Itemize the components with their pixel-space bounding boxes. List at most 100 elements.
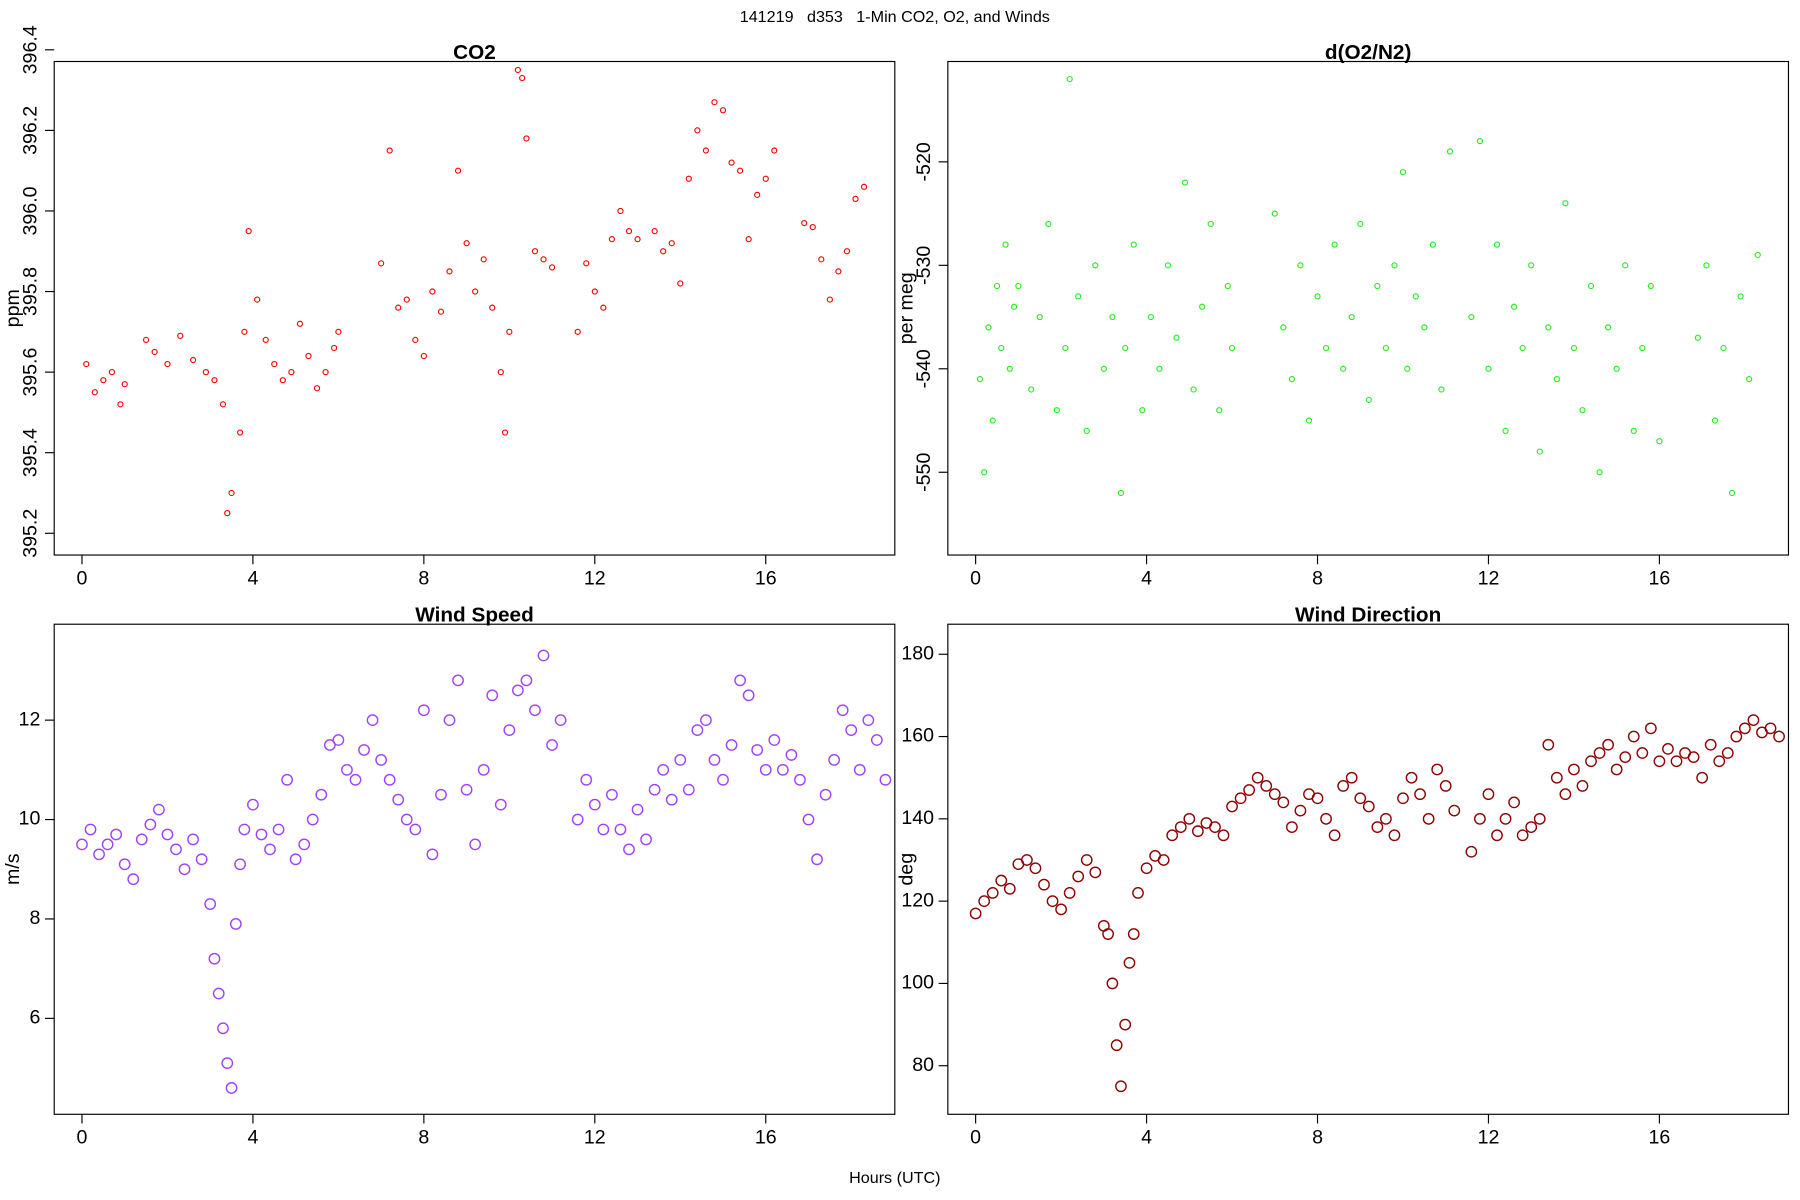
- point: [229, 918, 242, 930]
- point: [1002, 241, 1009, 248]
- point: [1132, 887, 1144, 899]
- point: [969, 907, 982, 920]
- point: [358, 744, 370, 756]
- point: [264, 843, 276, 856]
- point: [1106, 977, 1119, 990]
- point: [443, 714, 456, 727]
- y-tick-label: 395.4: [19, 428, 41, 477]
- point: [420, 352, 427, 360]
- point: [1380, 812, 1392, 825]
- point: [1314, 293, 1321, 300]
- point: [83, 360, 90, 368]
- point: [614, 823, 627, 836]
- point: [1593, 747, 1606, 759]
- x-tick-label: 4: [247, 567, 258, 589]
- point: [1491, 829, 1503, 842]
- y-axis-label: m/s: [2, 853, 24, 885]
- point: [271, 360, 278, 368]
- x-tick-label: 8: [418, 1127, 429, 1149]
- point: [170, 843, 182, 856]
- point: [668, 240, 675, 247]
- point: [1559, 788, 1572, 801]
- point: [1260, 780, 1273, 792]
- point: [818, 256, 825, 263]
- y-tick-label: 140: [901, 807, 934, 829]
- point: [91, 389, 98, 396]
- point: [392, 793, 405, 806]
- point: [178, 863, 191, 876]
- point: [315, 788, 328, 801]
- point: [1421, 324, 1428, 331]
- point: [580, 773, 593, 786]
- point: [1063, 887, 1076, 899]
- point: [1115, 1080, 1127, 1093]
- point: [1029, 862, 1042, 875]
- point: [1357, 220, 1364, 228]
- point: [1670, 755, 1683, 768]
- point: [469, 838, 482, 851]
- point: [1550, 771, 1563, 784]
- point: [1476, 138, 1484, 145]
- point: [1613, 365, 1620, 372]
- point: [306, 813, 319, 826]
- x-tick-label: 8: [1312, 567, 1323, 589]
- point: [1328, 829, 1341, 842]
- point: [548, 264, 556, 271]
- point: [395, 304, 402, 311]
- point: [76, 838, 88, 851]
- point: [375, 754, 388, 766]
- point: [531, 248, 539, 255]
- point: [221, 1057, 234, 1069]
- point: [1036, 313, 1043, 321]
- point: [1055, 903, 1067, 916]
- y-axis-label: deg: [896, 853, 918, 886]
- point: [1730, 730, 1743, 743]
- x-tick-label: 16: [755, 1127, 777, 1149]
- point: [144, 818, 157, 831]
- point: [1568, 763, 1580, 776]
- point: [383, 773, 396, 786]
- point: [1562, 200, 1569, 207]
- y-tick-label: 396.4: [19, 25, 41, 74]
- y-axis-label: ppm: [2, 289, 24, 327]
- point: [195, 853, 208, 866]
- point: [617, 207, 624, 215]
- point: [1474, 812, 1486, 825]
- point: [597, 823, 610, 836]
- y-tick-label: -550: [913, 453, 935, 492]
- point: [501, 429, 509, 436]
- point: [708, 754, 721, 766]
- point: [1228, 344, 1236, 352]
- point: [1627, 730, 1640, 743]
- point: [236, 429, 244, 436]
- point: [1345, 771, 1358, 784]
- panel-title: Wind Speed: [415, 604, 534, 627]
- point: [1288, 376, 1295, 383]
- point: [591, 288, 598, 295]
- point: [1465, 845, 1478, 858]
- point: [1687, 751, 1700, 764]
- point: [494, 798, 507, 811]
- point: [1605, 324, 1612, 331]
- point: [511, 684, 524, 697]
- point: [279, 377, 286, 384]
- point: [588, 798, 601, 811]
- point: [1499, 812, 1512, 825]
- point: [202, 369, 210, 376]
- point: [1354, 792, 1367, 805]
- point: [694, 127, 701, 134]
- point: [151, 348, 158, 356]
- x-tick-label: 4: [1141, 1127, 1152, 1149]
- point: [691, 724, 704, 736]
- point: [1533, 812, 1546, 825]
- point: [574, 328, 581, 335]
- point: [322, 369, 329, 376]
- point: [845, 724, 858, 736]
- point: [1038, 878, 1050, 891]
- point: [1553, 376, 1560, 383]
- y-tick-label: 100: [901, 972, 934, 994]
- point: [234, 858, 246, 871]
- point: [1711, 417, 1719, 424]
- point: [1399, 169, 1407, 176]
- point: [1721, 747, 1734, 759]
